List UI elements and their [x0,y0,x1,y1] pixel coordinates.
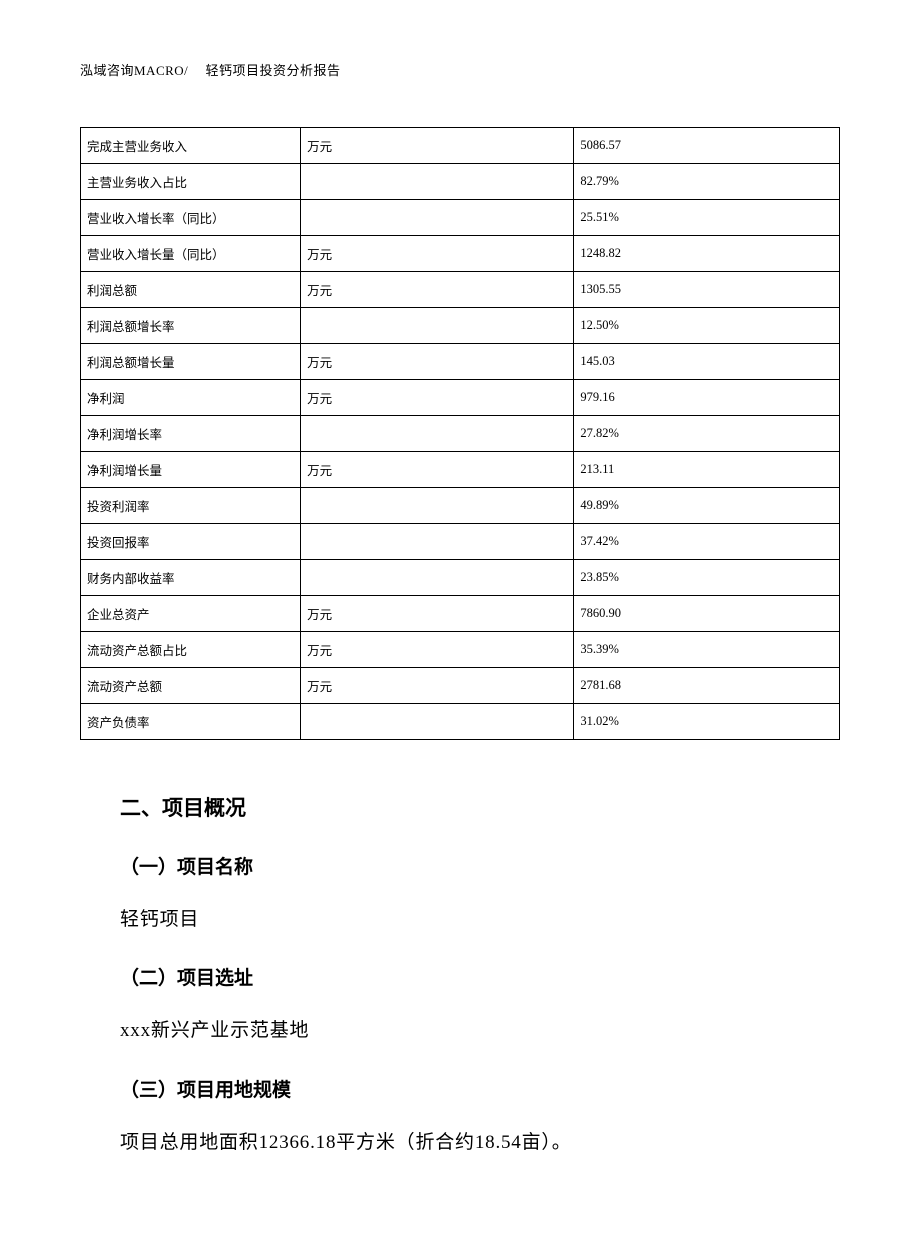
row-unit: 万元 [301,596,574,632]
row-label: 利润总额增长量 [81,344,301,380]
row-unit [301,560,574,596]
row-unit [301,524,574,560]
row-label: 企业总资产 [81,596,301,632]
document-page: 泓域咨询MACRO/ 轻钙项目投资分析报告 完成主营业务收入万元5086.57 … [0,0,920,1246]
body-text-2: xxx新兴产业示范基地 [120,1016,800,1046]
row-value: 31.02% [574,704,840,740]
row-unit [301,416,574,452]
table-row: 流动资产总额万元2781.68 [81,668,840,704]
row-value: 1248.82 [574,236,840,272]
row-unit [301,164,574,200]
row-label: 净利润增长量 [81,452,301,488]
row-unit [301,488,574,524]
row-value: 23.85% [574,560,840,596]
row-unit: 万元 [301,632,574,668]
row-value: 979.16 [574,380,840,416]
subsection-title-2: （二）项目选址 [120,963,800,990]
row-label: 财务内部收益率 [81,560,301,596]
row-label: 投资利润率 [81,488,301,524]
row-label: 流动资产总额占比 [81,632,301,668]
row-unit: 万元 [301,668,574,704]
row-label: 投资回报率 [81,524,301,560]
row-value: 213.11 [574,452,840,488]
table-row: 营业收入增长率（同比） 25.51% [81,200,840,236]
table-row: 流动资产总额占比万元35.39% [81,632,840,668]
row-unit: 万元 [301,452,574,488]
table-row: 完成主营业务收入万元5086.57 [81,128,840,164]
table-row: 主营业务收入占比 82.79% [81,164,840,200]
row-value: 145.03 [574,344,840,380]
row-label: 利润总额 [81,272,301,308]
table-row: 净利润增长率 27.82% [81,416,840,452]
table-row: 净利润增长量万元213.11 [81,452,840,488]
table-row: 利润总额增长率 12.50% [81,308,840,344]
row-value: 2781.68 [574,668,840,704]
row-value: 5086.57 [574,128,840,164]
row-label: 净利润 [81,380,301,416]
row-label: 主营业务收入占比 [81,164,301,200]
table-row: 利润总额增长量万元145.03 [81,344,840,380]
table-row: 财务内部收益率 23.85% [81,560,840,596]
row-value: 1305.55 [574,272,840,308]
row-value: 27.82% [574,416,840,452]
section-title: 二、项目概况 [120,792,800,822]
row-value: 7860.90 [574,596,840,632]
subsection-title-1: （一）项目名称 [120,852,800,879]
row-unit: 万元 [301,236,574,272]
row-value: 12.50% [574,308,840,344]
row-value: 49.89% [574,488,840,524]
row-label: 营业收入增长量（同比） [81,236,301,272]
body-text-3: 项目总用地面积12366.18平方米（折合约18.54亩）。 [120,1128,800,1158]
row-unit: 万元 [301,344,574,380]
table-row: 投资回报率 37.42% [81,524,840,560]
table-row: 利润总额万元1305.55 [81,272,840,308]
row-label: 完成主营业务收入 [81,128,301,164]
row-value: 25.51% [574,200,840,236]
table-row: 资产负债率 31.02% [81,704,840,740]
row-label: 净利润增长率 [81,416,301,452]
financial-table: 完成主营业务收入万元5086.57 主营业务收入占比82.79% 营业收入增长率… [80,127,840,740]
row-label: 流动资产总额 [81,668,301,704]
table-row: 投资利润率 49.89% [81,488,840,524]
subsection-title-3: （三）项目用地规模 [120,1075,800,1102]
body-text-1: 轻钙项目 [120,905,800,935]
row-unit: 万元 [301,272,574,308]
row-value: 82.79% [574,164,840,200]
table-row: 净利润万元979.16 [81,380,840,416]
row-unit [301,704,574,740]
row-unit: 万元 [301,380,574,416]
row-unit [301,200,574,236]
page-header: 泓域咨询MACRO/ 轻钙项目投资分析报告 [80,60,840,79]
table-row: 营业收入增长量（同比）万元1248.82 [81,236,840,272]
row-label: 营业收入增长率（同比） [81,200,301,236]
row-label: 利润总额增长率 [81,308,301,344]
row-unit [301,308,574,344]
table-row: 企业总资产万元7860.90 [81,596,840,632]
row-value: 37.42% [574,524,840,560]
content-area: 二、项目概况 （一）项目名称 轻钙项目 （二）项目选址 xxx新兴产业示范基地 … [80,792,840,1158]
table-body: 完成主营业务收入万元5086.57 主营业务收入占比82.79% 营业收入增长率… [81,128,840,740]
row-label: 资产负债率 [81,704,301,740]
row-value: 35.39% [574,632,840,668]
row-unit: 万元 [301,128,574,164]
